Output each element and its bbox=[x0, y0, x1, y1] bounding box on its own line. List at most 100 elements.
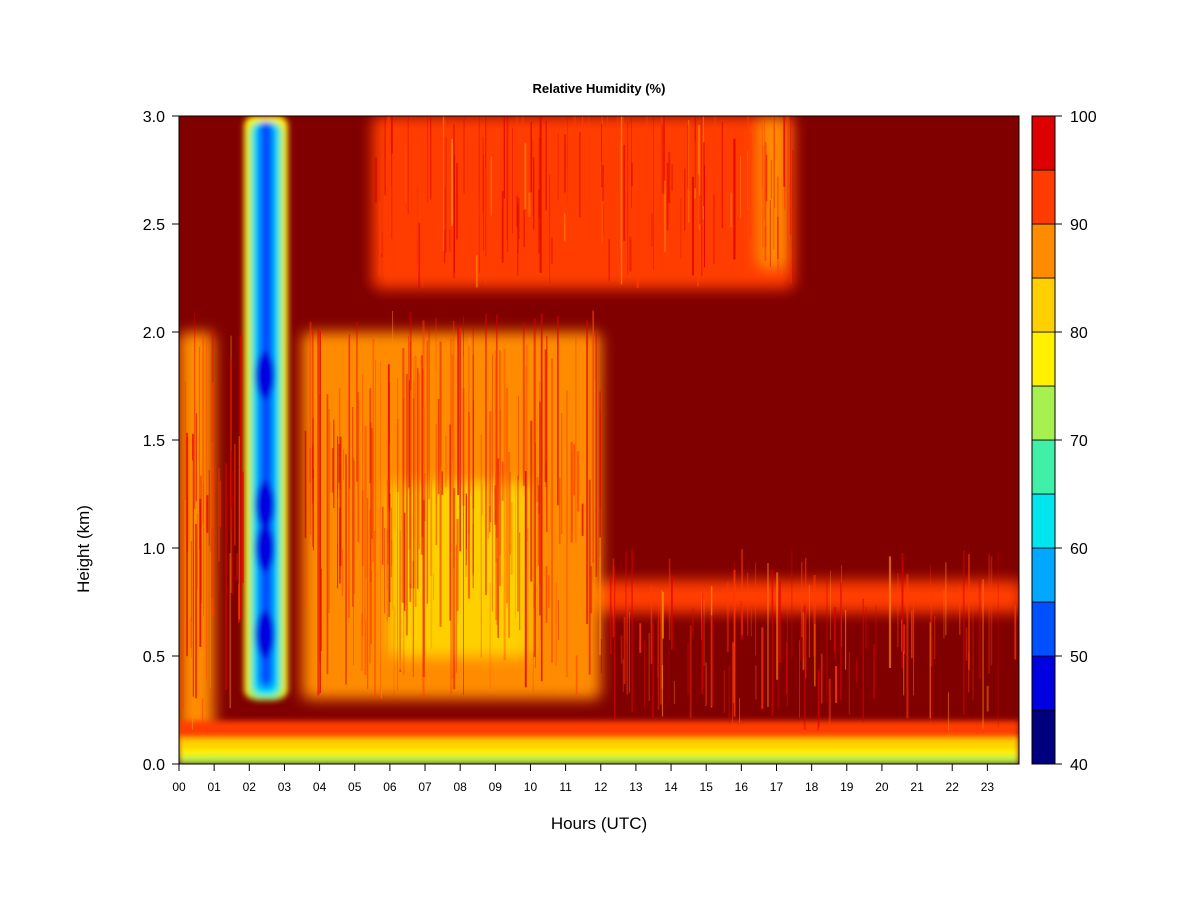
rh-streak bbox=[965, 627, 968, 661]
rh-streak bbox=[333, 419, 335, 508]
rh-streak bbox=[444, 136, 447, 253]
rh-streak bbox=[573, 444, 575, 496]
colorbar-swatch bbox=[1031, 601, 1056, 657]
rh-streak bbox=[353, 457, 355, 666]
rh-streak bbox=[369, 509, 372, 664]
rh-streak bbox=[402, 348, 405, 604]
rh-streak bbox=[362, 374, 364, 636]
rh-streak bbox=[378, 201, 381, 277]
rh-streak bbox=[211, 382, 214, 617]
rh-streak bbox=[472, 327, 474, 589]
x-axis: 00 01 02 03 04 05 06 07 08 09 10 11 12 13 14 15 16 17 18 19… bbox=[172, 764, 994, 794]
rh-streak bbox=[549, 174, 551, 284]
rh-streak bbox=[441, 127, 444, 234]
rh-streak bbox=[554, 183, 557, 217]
rh-streak bbox=[374, 531, 376, 699]
rh-streak bbox=[834, 607, 837, 662]
y-tick-label: 1.5 bbox=[143, 433, 165, 450]
rh-streak bbox=[731, 244, 733, 273]
rh-streak bbox=[384, 202, 387, 268]
rh-streak bbox=[777, 591, 779, 708]
rh-streak bbox=[630, 179, 632, 216]
rh-streak bbox=[341, 548, 344, 597]
plot-area bbox=[179, 116, 1019, 764]
y-tick-label: 3.0 bbox=[143, 109, 165, 126]
rh-streak bbox=[423, 158, 426, 194]
rh-streak bbox=[555, 582, 557, 666]
rh-streak bbox=[405, 144, 407, 203]
rh-streak bbox=[590, 566, 593, 614]
rh-streak bbox=[524, 143, 527, 209]
rh-streak bbox=[728, 665, 730, 723]
rh-streak bbox=[387, 427, 389, 544]
rh-streak bbox=[361, 613, 363, 671]
rh-streak bbox=[501, 461, 504, 502]
rh-streak bbox=[319, 331, 321, 694]
rh-streak bbox=[376, 339, 378, 597]
rh-streak bbox=[764, 116, 766, 220]
rh-streak bbox=[338, 444, 341, 483]
rh-streak bbox=[636, 124, 639, 288]
rh-streak bbox=[978, 577, 981, 679]
rh-streak bbox=[557, 599, 559, 641]
rh-streak bbox=[386, 589, 388, 682]
rh-streak bbox=[195, 413, 198, 502]
rh-streak bbox=[452, 320, 455, 568]
dry-column-band-4 bbox=[260, 122, 272, 686]
rh-streak bbox=[454, 155, 456, 273]
rh-streak bbox=[630, 118, 632, 209]
rh-streak bbox=[484, 313, 487, 596]
colorbar-tick-label: 90 bbox=[1070, 217, 1088, 234]
rh-streak bbox=[773, 116, 775, 250]
rh-streak bbox=[657, 588, 660, 711]
colorbar-tick-label: 60 bbox=[1070, 541, 1088, 558]
rh-streak bbox=[651, 623, 655, 718]
rh-streak bbox=[750, 607, 752, 637]
x-tick-label: 01 bbox=[207, 780, 221, 794]
rh-streak bbox=[508, 451, 510, 638]
rh-streak bbox=[609, 578, 612, 655]
rh-streak bbox=[526, 528, 529, 678]
x-tick-label: 13 bbox=[629, 780, 643, 794]
rh-streak bbox=[579, 131, 581, 218]
rh-streak bbox=[396, 419, 399, 493]
rh-streak bbox=[403, 512, 406, 612]
rh-streak bbox=[689, 625, 692, 718]
colorbar-swatch bbox=[1031, 655, 1056, 711]
rh-streak bbox=[396, 377, 399, 691]
rh-streak bbox=[184, 381, 186, 501]
rh-streak bbox=[500, 166, 502, 266]
rh-streak bbox=[530, 420, 533, 582]
rh-streak bbox=[522, 322, 525, 486]
rh-streak bbox=[449, 424, 451, 621]
rh-streak bbox=[764, 225, 767, 261]
rh-streak bbox=[370, 570, 372, 644]
rh-streak bbox=[495, 314, 498, 538]
rh-streak bbox=[537, 505, 540, 566]
rh-streak bbox=[328, 408, 330, 613]
rh-streak bbox=[476, 255, 478, 288]
rh-streak bbox=[755, 665, 757, 700]
rh-streak bbox=[551, 358, 553, 663]
rh-streak bbox=[414, 355, 417, 607]
rh-streak bbox=[930, 594, 933, 667]
rh-streak bbox=[320, 568, 322, 651]
rh-streak bbox=[830, 570, 831, 640]
y-axis-label: Height (km) bbox=[74, 505, 93, 593]
colorbar-swatch bbox=[1031, 439, 1056, 495]
rh-streak bbox=[516, 195, 518, 228]
rh-streak bbox=[347, 516, 349, 618]
rh-streak bbox=[906, 574, 909, 719]
rh-streak bbox=[389, 493, 391, 603]
x-tick-label: 17 bbox=[770, 780, 784, 794]
rh-streak bbox=[435, 317, 437, 505]
rh-streak bbox=[452, 460, 453, 675]
y-tick-label: 0.0 bbox=[143, 757, 165, 774]
rh-streak bbox=[577, 368, 579, 522]
rh-streak bbox=[833, 607, 836, 653]
rh-streak bbox=[688, 120, 690, 223]
rh-streak bbox=[623, 616, 626, 685]
rh-streak bbox=[959, 587, 961, 635]
rh-streak bbox=[691, 608, 694, 636]
rh-streak bbox=[186, 432, 188, 657]
